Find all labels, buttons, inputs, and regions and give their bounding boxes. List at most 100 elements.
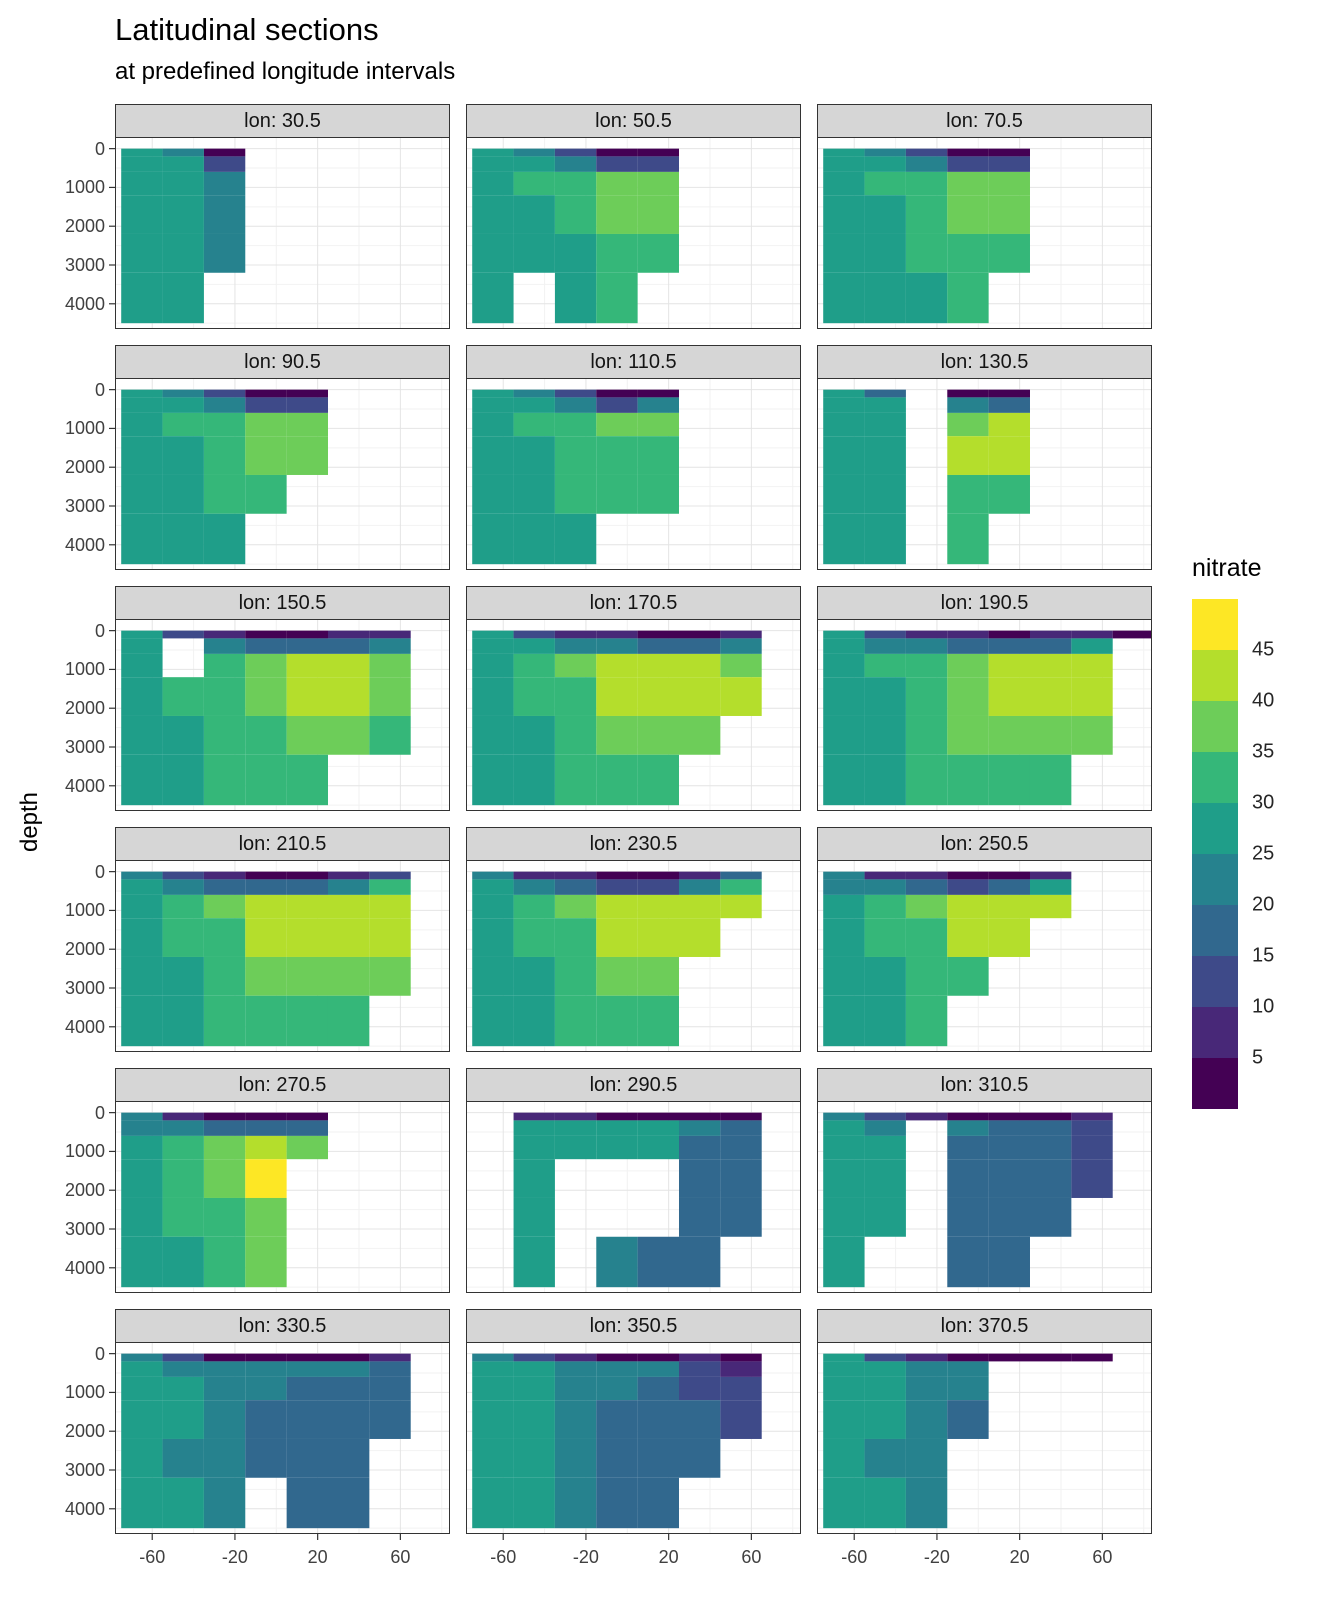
nitrate-cell: [162, 1112, 204, 1121]
nitrate-cell: [245, 715, 287, 755]
nitrate-cell: [245, 436, 287, 475]
nitrate-cell: [596, 956, 638, 996]
nitrate-cell: [203, 894, 246, 919]
facet-panel: [817, 860, 1152, 1052]
nitrate-cell: [554, 1120, 597, 1136]
nitrate-cell: [905, 871, 948, 880]
nitrate-cell: [472, 653, 514, 678]
nitrate-cell: [513, 474, 555, 514]
y-axis-tick-label: 4000: [64, 1498, 105, 1519]
nitrate-cell: [513, 389, 555, 398]
nitrate-cell: [162, 412, 204, 437]
nitrate-cell: [203, 638, 246, 654]
nitrate-cell: [513, 1400, 555, 1439]
nitrate-cell: [637, 156, 679, 172]
facet-panel: [817, 1101, 1152, 1293]
nitrate-cell: [472, 715, 514, 755]
nitrate-cell: [988, 653, 1030, 678]
nitrate-cell: [121, 1438, 163, 1478]
nitrate-cell: [1071, 1159, 1113, 1198]
facet: lon: 350.5 -60 -20 20 60: [466, 1309, 801, 1566]
facet-strip-label: lon: 70.5: [817, 104, 1152, 138]
nitrate-cell: [245, 1236, 287, 1288]
nitrate-cell: [678, 1120, 721, 1136]
nitrate-cell: [720, 638, 762, 654]
nitrate-cell: [513, 148, 555, 157]
nitrate-cell: [121, 715, 163, 755]
nitrate-cell: [596, 156, 638, 172]
nitrate-cell: [988, 148, 1030, 157]
nitrate-cell: [1071, 1112, 1113, 1121]
nitrate-cell: [162, 513, 204, 565]
nitrate-cell: [554, 1400, 597, 1439]
legend: nitrate 45 40 35 30 25 20 15 10 5: [1192, 554, 1342, 1109]
facet-panel: [466, 137, 801, 329]
facet-panel-area: [817, 1101, 1152, 1293]
x-axis-tick-label: -20: [572, 1547, 599, 1567]
nitrate-cell: [513, 171, 555, 196]
nitrate-cell: [121, 1376, 163, 1401]
nitrate-cell: [162, 195, 204, 234]
nitrate-cell: [286, 389, 328, 398]
nitrate-cell: [720, 1159, 762, 1198]
nitrate-cell: [245, 1159, 287, 1198]
nitrate-cell: [637, 653, 679, 678]
nitrate-cell: [513, 513, 555, 565]
legend-color-segment: [1192, 701, 1238, 752]
facet-panel: [817, 1342, 1152, 1540]
legend-color-segment: [1192, 1058, 1238, 1109]
nitrate-cell: [245, 1400, 287, 1439]
facet-strip-label: lon: 330.5: [115, 1309, 450, 1343]
nitrate-cell: [245, 918, 287, 957]
nitrate-cell: [554, 397, 597, 413]
nitrate-cell: [947, 1120, 989, 1136]
nitrate-cell: [905, 272, 948, 324]
facet-panel: [817, 137, 1152, 329]
facet: lon: 150.5 0 1000 2000 3000 4000: [65, 586, 450, 811]
nitrate-cell: [286, 397, 328, 413]
nitrate-cell: [947, 1236, 989, 1288]
facet-panel-area: [466, 1101, 801, 1293]
nitrate-cell: [720, 653, 762, 678]
nitrate-cell: [162, 871, 204, 880]
nitrate-cell: [678, 871, 721, 880]
nitrate-cell: [286, 1135, 328, 1160]
facet-panel-area: [817, 619, 1152, 811]
nitrate-cell: [121, 677, 163, 716]
nitrate-cell: [203, 653, 246, 678]
nitrate-cell: [513, 436, 555, 475]
nitrate-cell: [286, 630, 328, 639]
nitrate-cell: [1071, 677, 1113, 716]
nitrate-cell: [203, 1361, 246, 1377]
facet-panel: [109, 619, 450, 811]
nitrate-cell: [369, 1353, 411, 1362]
facet: lon: 270.5 0 1000 2000 3000 4000: [65, 1068, 450, 1293]
nitrate-cell: [203, 233, 246, 273]
nitrate-cell: [472, 1361, 514, 1377]
facet-panel: [817, 619, 1152, 811]
nitrate-cell: [286, 754, 328, 806]
x-axis-tick-label: 20: [1009, 1547, 1030, 1567]
legend-color-segment: [1192, 1007, 1238, 1058]
legend-tick-label: 15: [1252, 944, 1275, 967]
nitrate-cell: [369, 677, 411, 716]
nitrate-cell: [203, 1477, 246, 1529]
nitrate-cell: [596, 630, 638, 639]
nitrate-cell: [369, 1400, 411, 1439]
nitrate-cell: [203, 1376, 246, 1401]
nitrate-cell: [905, 1353, 948, 1362]
legend-color-segment: [1192, 752, 1238, 803]
nitrate-cell: [637, 1376, 679, 1401]
panel-border: [115, 1342, 450, 1534]
nitrate-cell: [121, 412, 163, 437]
nitrate-cell: [947, 871, 989, 880]
nitrate-cell: [554, 1112, 597, 1121]
nitrate-cell: [203, 397, 246, 413]
nitrate-cell: [554, 233, 597, 273]
nitrate-cell: [369, 1376, 411, 1401]
nitrate-cell: [637, 195, 679, 234]
plot-title: Latitudinal sections: [115, 12, 379, 47]
nitrate-cell: [162, 677, 204, 716]
facet-panel: [466, 619, 801, 811]
nitrate-cell: [988, 474, 1030, 514]
